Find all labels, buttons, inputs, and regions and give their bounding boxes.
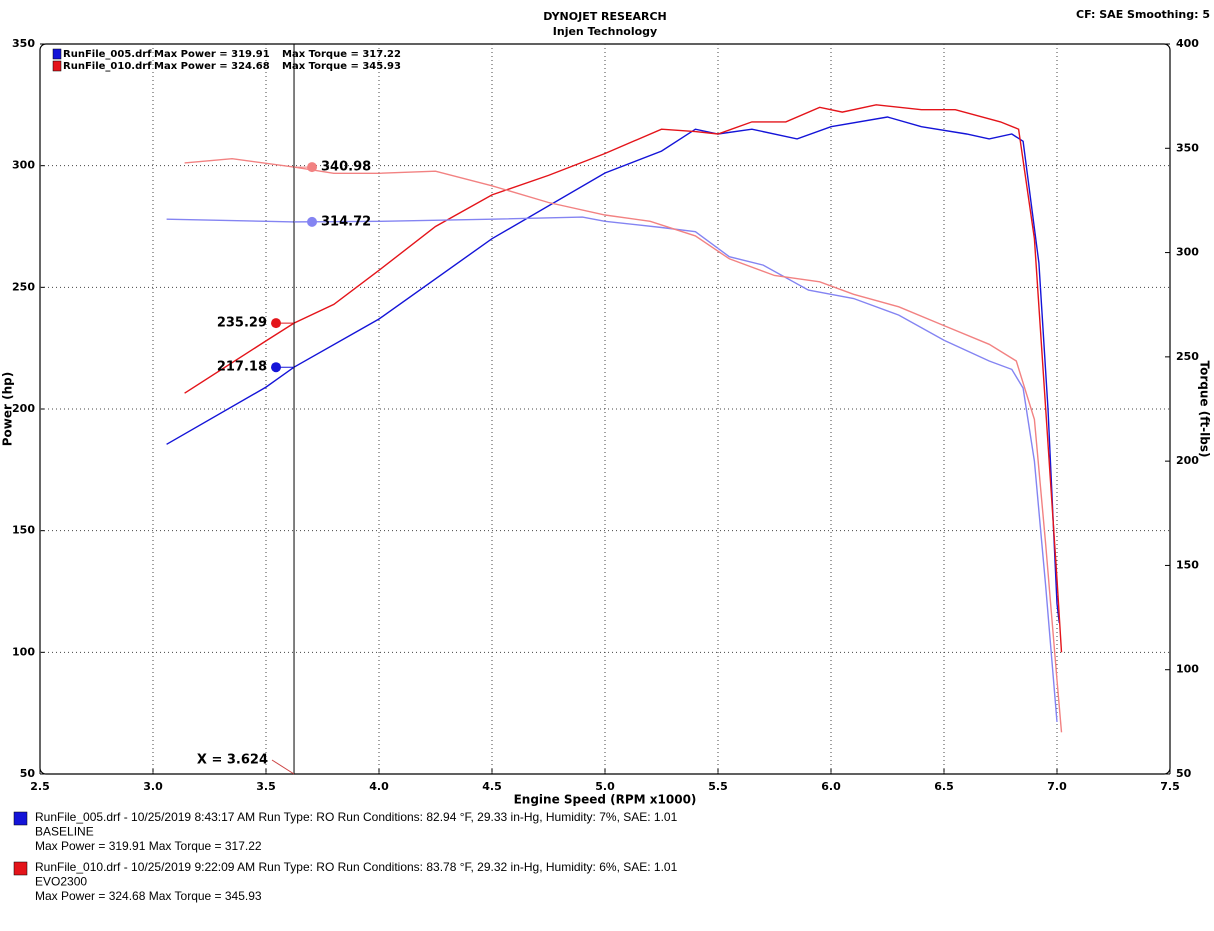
series-line	[166, 116, 1060, 624]
run-info-line: RunFile_005.drf - 10/25/2019 8:43:17 AM …	[35, 810, 678, 824]
x-tick-label: 5.5	[708, 780, 728, 793]
y-tick-label: 350	[12, 37, 35, 50]
x-tick-label: 5.0	[595, 780, 615, 793]
y2-axis-label: Torque (ft-lbs)	[1198, 361, 1212, 458]
x-tick-label: 4.0	[369, 780, 389, 793]
y-tick-label: 200	[12, 402, 35, 415]
run-swatch	[13, 811, 28, 826]
run-info-line: Max Power = 319.91 Max Torque = 317.22	[35, 839, 262, 853]
y2-tick-label: 100	[1176, 663, 1199, 676]
y2-tick-label: 350	[1176, 141, 1199, 154]
legend-swatch	[52, 60, 62, 72]
readout-marker	[307, 216, 318, 227]
run-info-line: EVO2300	[35, 875, 87, 889]
chart-title: DYNOJET RESEARCH	[543, 10, 666, 23]
run-swatch	[13, 861, 28, 876]
x-tick-label: 7.0	[1047, 780, 1067, 793]
y2-tick-label: 300	[1176, 246, 1199, 259]
legend-max-power: Max Power = 319.91	[154, 49, 270, 60]
y2-tick-label: 400	[1176, 37, 1199, 50]
readout-label: 340.98	[321, 160, 371, 175]
x-tick-label: 7.5	[1160, 780, 1180, 793]
y2-tick-label: 250	[1176, 350, 1199, 363]
y2-tick-label: 150	[1176, 558, 1199, 571]
series-line	[184, 157, 1063, 733]
series-line	[184, 104, 1063, 653]
x-axis-label: Engine Speed (RPM x1000)	[514, 793, 697, 807]
run-info-line: BASELINE	[35, 825, 94, 839]
x-tick-label: 2.5	[30, 780, 50, 793]
legend-max-torque: Max Torque = 317.22	[282, 49, 401, 60]
run-info-line: RunFile_010.drf - 10/25/2019 9:22:09 AM …	[35, 860, 678, 874]
readout-marker	[271, 362, 282, 373]
legend-max-torque: Max Torque = 345.93	[282, 61, 401, 72]
y-tick-label: 300	[12, 159, 35, 172]
cursor-pointer	[271, 759, 295, 775]
y2-tick-label: 200	[1176, 454, 1199, 467]
y2-tick-label: 50	[1176, 767, 1192, 780]
readout-label: 314.72	[321, 214, 371, 229]
chart-subtitle: Injen Technology	[553, 25, 657, 38]
y-tick-label: 50	[20, 767, 36, 780]
readout-marker	[307, 162, 318, 173]
y-axis-label: Power (hp)	[1, 372, 15, 446]
legend-max-power: Max Power = 324.68	[154, 61, 270, 72]
x-tick-label: 6.0	[821, 780, 841, 793]
readout-label: 235.29	[217, 316, 267, 331]
legend-label: RunFile_010.drf	[63, 61, 152, 72]
y-tick-label: 100	[12, 645, 35, 658]
run-info-line: Max Power = 324.68 Max Torque = 345.93	[35, 889, 262, 903]
cursor-label: X = 3.624	[197, 753, 268, 768]
legend-label: RunFile_005.drf	[63, 49, 152, 60]
readout-marker	[271, 318, 282, 329]
readout-label: 217.18	[217, 360, 267, 375]
series-line	[166, 216, 1058, 722]
settings-label: CF: SAE Smoothing: 5	[1076, 8, 1210, 21]
y-tick-label: 250	[12, 280, 35, 293]
legend-swatch	[52, 48, 62, 60]
y-tick-label: 150	[12, 524, 35, 537]
x-tick-label: 3.0	[143, 780, 163, 793]
x-tick-label: 3.5	[256, 780, 276, 793]
x-tick-label: 6.5	[934, 780, 954, 793]
x-tick-label: 4.5	[482, 780, 502, 793]
